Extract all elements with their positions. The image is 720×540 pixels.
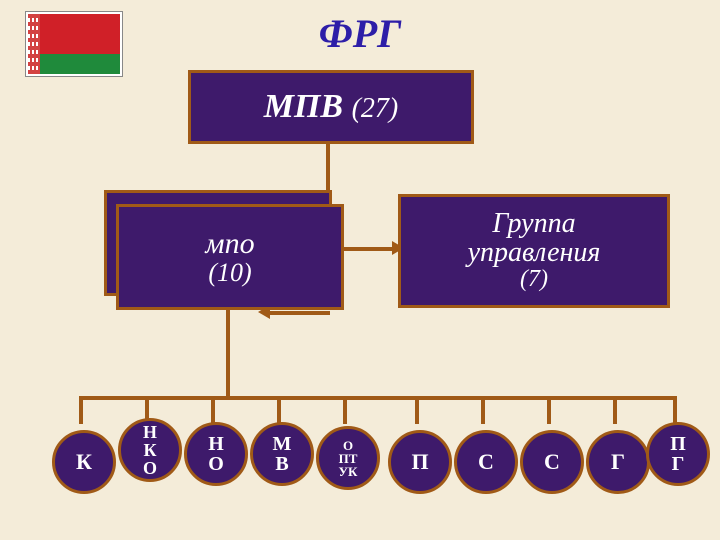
leaf-node-label: П	[411, 451, 428, 473]
leaf-node-label: НКО	[143, 423, 157, 477]
leaf-node-label: МВ	[273, 434, 292, 474]
leaf-connector	[415, 396, 419, 424]
flag-green-stripe	[40, 54, 120, 74]
leaf-row: К НКО НО МВ ОПТУК П С С Г ПГ	[0, 396, 720, 516]
leaf-node-label: С	[544, 451, 560, 473]
leaf-node-label: ПГ	[670, 434, 686, 474]
leaf-connector	[547, 396, 551, 424]
leaf-node: С	[454, 430, 518, 494]
root-box-count: (27)	[352, 93, 399, 124]
group-line1: Группа	[468, 210, 601, 239]
leaf-node: ПГ	[646, 422, 710, 486]
leaf-connector	[343, 396, 347, 424]
leaf-connector	[79, 396, 83, 424]
root-box-main: МПВ	[264, 88, 343, 125]
mpo-label: мпо	[205, 228, 254, 260]
leaf-bus-line	[79, 396, 677, 400]
page-title: ФРГ	[0, 10, 720, 57]
leaf-connector	[613, 396, 617, 424]
mpo-count: (10)	[205, 259, 254, 286]
group-box: Группа управления (7)	[398, 194, 670, 308]
leaf-node: Г	[586, 430, 650, 494]
leaf-node: НО	[184, 422, 248, 486]
connector	[268, 311, 330, 315]
leaf-node: С	[520, 430, 584, 494]
group-line3: (7)	[468, 267, 601, 291]
leaf-node: ОПТУК	[316, 426, 380, 490]
mpo-box: мпо (10)	[116, 204, 344, 310]
leaf-node-label: ОПТУК	[339, 439, 358, 478]
leaf-connector	[211, 396, 215, 424]
leaf-node: МВ	[250, 422, 314, 486]
leaf-node-label: К	[76, 451, 92, 473]
connector	[226, 307, 230, 400]
leaf-connector	[481, 396, 485, 424]
leaf-node: К	[52, 430, 116, 494]
leaf-node-label: С	[478, 451, 494, 473]
leaf-connector	[277, 396, 281, 424]
leaf-node: НКО	[118, 418, 182, 482]
leaf-node-label: Г	[611, 451, 625, 473]
leaf-node: П	[388, 430, 452, 494]
leaf-node-label: НО	[208, 434, 224, 474]
root-box: МПВ (27)	[188, 70, 474, 144]
leaf-connector	[673, 396, 677, 424]
group-line2: управления	[468, 239, 601, 268]
